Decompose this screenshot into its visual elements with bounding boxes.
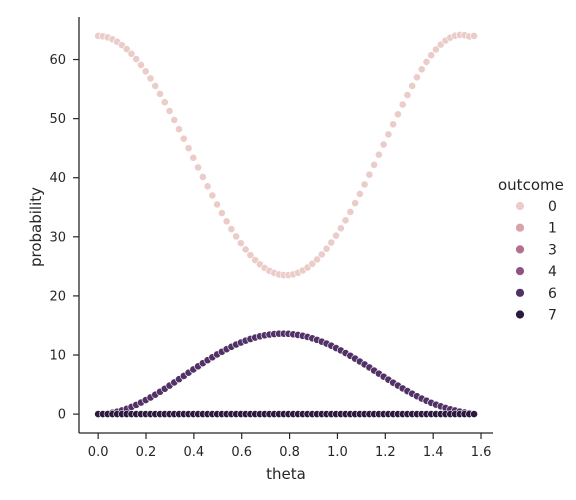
data-point: [175, 125, 183, 134]
y-tick-label: 20: [49, 289, 66, 304]
data-point: [403, 91, 412, 99]
data-point: [422, 58, 431, 66]
data-point: [327, 238, 336, 247]
legend-entries: 0 1 3 4 6 7: [515, 199, 557, 324]
y-tick-label: 60: [49, 53, 66, 68]
data-point: [122, 45, 131, 53]
data-point: [217, 209, 226, 217]
data-point: [146, 74, 155, 83]
x-tick-label: 0.6: [231, 445, 252, 460]
legend-label: 1: [548, 221, 557, 237]
data-point: [470, 410, 478, 418]
series-7-points: [94, 410, 478, 418]
data-point: [394, 110, 402, 119]
data-point: [432, 45, 440, 54]
data-point: [351, 199, 359, 208]
data-point: [322, 244, 331, 253]
data-point: [132, 55, 141, 63]
data-point: [232, 232, 241, 241]
legend-marker: [515, 223, 525, 233]
data-point: [427, 51, 436, 60]
data-point: [236, 239, 245, 248]
y-tick-label: 30: [49, 230, 66, 245]
x-tick-label: 0.2: [136, 445, 157, 460]
x-tick-label: 1.6: [471, 445, 492, 460]
data-point: [355, 190, 364, 198]
data-point: [341, 216, 350, 225]
data-point: [417, 65, 426, 74]
data-point: [374, 150, 383, 159]
x-tick-label: 1.4: [423, 445, 444, 460]
data-point: [470, 32, 478, 40]
x-tick-label: 0.0: [88, 445, 109, 460]
legend-label: 0: [548, 199, 557, 215]
legend-label: 3: [548, 242, 557, 258]
x-tick-label: 0.4: [184, 445, 205, 460]
data-point: [184, 144, 193, 153]
data-point: [137, 61, 145, 69]
data-point: [227, 225, 236, 233]
data-point: [370, 160, 379, 169]
data-point: [213, 200, 222, 209]
legend-marker: [515, 244, 525, 255]
points-layer: [94, 31, 478, 418]
data-point: [241, 245, 250, 254]
data-point: [246, 251, 255, 259]
legend-label: 4: [548, 264, 557, 280]
data-point: [170, 116, 179, 124]
data-point: [336, 224, 345, 233]
y-tick-label: 10: [49, 349, 66, 364]
legend-marker: [515, 288, 525, 298]
data-point: [165, 107, 174, 115]
data-point: [198, 172, 207, 181]
data-point: [160, 98, 169, 107]
x-axis-label: theta: [266, 465, 306, 483]
legend-label: 6: [548, 286, 557, 302]
data-point: [208, 191, 217, 200]
data-point: [179, 134, 188, 143]
x-tick-label: 1.0: [327, 445, 348, 460]
legend-marker: [515, 309, 525, 320]
data-point: [384, 130, 393, 139]
series-6-points: [94, 329, 478, 418]
legend: outcome 0 1 3 4 6 7: [498, 176, 564, 324]
data-point: [127, 49, 136, 58]
y-tick-label: 50: [49, 112, 66, 127]
legend-marker: [515, 266, 525, 276]
data-point: [203, 182, 212, 191]
data-point: [389, 120, 398, 129]
data-point: [222, 217, 231, 226]
legend-label: 7: [548, 308, 557, 324]
data-point: [313, 255, 321, 264]
axes-layer: [78, 17, 493, 434]
data-point: [360, 180, 369, 189]
data-point: [194, 163, 202, 172]
data-point: [156, 89, 164, 98]
x-tick-label: 0.8: [279, 445, 300, 460]
data-point: [365, 170, 374, 179]
data-point: [379, 140, 388, 149]
data-point: [413, 73, 421, 82]
y-axis-label: probability: [27, 187, 45, 267]
data-point: [141, 67, 150, 76]
data-point: [317, 250, 326, 259]
y-ticks: 0 10 20 30 40 50 60: [49, 53, 79, 423]
y-tick-label: 40: [49, 171, 66, 186]
legend-title: outcome: [498, 176, 564, 194]
data-point: [151, 82, 160, 90]
x-ticks: 0.0 0.2 0.4 0.6 0.8 1.0 1.2 1.4 1.6: [88, 433, 492, 460]
x-tick-label: 1.2: [375, 445, 396, 460]
data-point: [332, 231, 340, 240]
data-point: [189, 153, 198, 162]
series-0-points: [94, 31, 478, 280]
data-point: [308, 259, 317, 268]
data-point: [398, 100, 407, 109]
data-point: [408, 82, 417, 90]
y-tick-label: 0: [58, 408, 66, 423]
legend-marker: [515, 201, 525, 211]
data-point: [346, 208, 355, 216]
